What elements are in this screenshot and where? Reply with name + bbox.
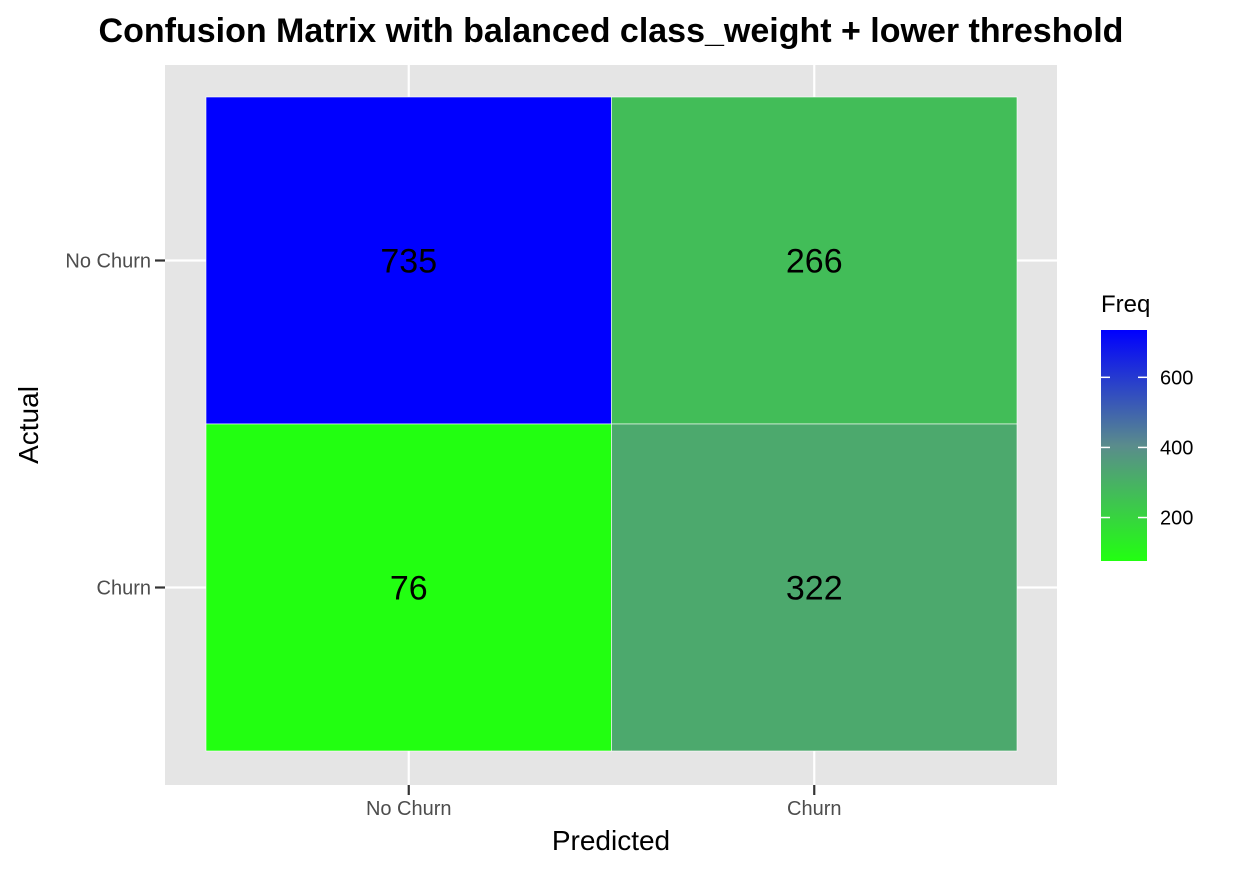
heatmap-cells (205, 96, 1018, 752)
x-axis-title: Predicted (552, 825, 670, 856)
cell-value-label: 322 (786, 570, 843, 608)
x-tick-label: No Churn (366, 798, 452, 820)
y-axis: No Churn Churn (65, 251, 165, 600)
legend-ticks: 200 400 600 (1101, 367, 1193, 530)
x-axis: No Churn Churn (366, 785, 841, 820)
cell-value-label: 76 (390, 570, 428, 608)
y-tick-label: No Churn (65, 251, 151, 273)
heatmap-cell (611, 96, 1018, 425)
legend-title: Freq (1101, 291, 1150, 318)
cell-value-label: 266 (786, 243, 843, 281)
y-axis-title: Actual (13, 386, 44, 464)
legend-colorbar (1101, 330, 1147, 561)
heatmap-cell (205, 423, 612, 752)
legend-tick-label: 200 (1160, 508, 1193, 530)
heatmap-cell (611, 423, 1018, 752)
legend-tick-label: 600 (1160, 367, 1193, 389)
legend-tick-label: 400 (1160, 437, 1193, 459)
cell-value-label: 735 (380, 243, 437, 281)
color-legend: Freq 200 400 600 (1101, 291, 1193, 561)
y-tick-label: Churn (97, 578, 151, 600)
cell-value-labels: 735 266 76 322 (380, 243, 842, 608)
chart-title: Confusion Matrix with balanced class_wei… (99, 12, 1124, 50)
x-tick-label: Churn (787, 798, 841, 820)
